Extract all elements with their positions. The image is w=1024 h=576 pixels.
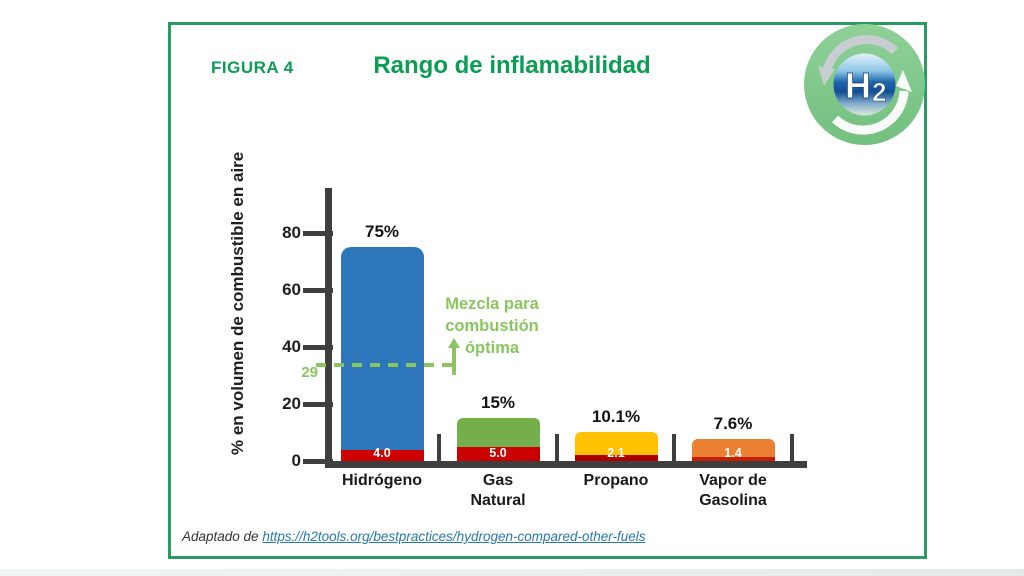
y-axis-tick-label: 40 (282, 337, 301, 356)
logo-sphere (833, 53, 896, 116)
logo-h2-subscript: 2 (872, 77, 886, 107)
bar-lower-limit-value: 2.1 (607, 446, 625, 460)
y-axis-tick-label: 60 (282, 280, 301, 299)
recycle-arrow-gray-head-icon (818, 66, 835, 86)
figure-number-label: FIGURA 4 (211, 58, 294, 77)
bar-upper-limit-label: 10.1% (591, 407, 641, 427)
bar-category-label: Propano (583, 472, 649, 489)
recycle-arrow-white-icon (831, 90, 909, 135)
bar-flammability-range (691, 439, 775, 461)
figure-border-box (168, 22, 927, 559)
y-axis-tick-mark (303, 231, 333, 236)
bar-category-label: Vapor de Gasolina (699, 472, 767, 509)
optimal-mixture-annotation: Mezcla para combustión óptima (432, 293, 552, 359)
y-axis-tick-mark (303, 402, 333, 407)
bar-upper-limit-label: 7.6% (713, 414, 753, 434)
bar-upper-limit-label: 15% (480, 393, 516, 413)
y-axis-tick-mark (303, 459, 333, 464)
optimal-mixture-arrow-line (452, 347, 456, 375)
x-axis-separator-tick (790, 434, 794, 461)
bar-category-label: Gas Natural (470, 472, 526, 509)
source-line: Adaptado de https://h2tools.org/bestprac… (182, 529, 646, 544)
optimal-mixture-annotation-line: Mezcla para (445, 295, 539, 313)
bar-lower-limit (691, 457, 775, 461)
x-axis-separator-tick (437, 434, 441, 461)
optimal-mixture-annotation-line: óptima (464, 339, 520, 357)
x-axis-separator-tick (672, 434, 676, 461)
bottom-edge-strip (0, 569, 1024, 576)
y-axis-tick-label: 20 (282, 394, 301, 413)
bar-upper-limit-label: 75% (364, 222, 400, 242)
y-axis-label: % en volumen de combustible en aire (228, 151, 247, 455)
bar-lower-limit (574, 455, 658, 461)
x-axis-separator-tick (555, 434, 559, 461)
bar-lower-limit-value: 4.0 (373, 446, 391, 460)
h2-logo: H 2 (804, 24, 925, 145)
x-axis-baseline (325, 461, 807, 468)
optimal-mixture-dashed-line (316, 363, 452, 368)
optimal-mixture-arrowhead-icon (448, 338, 460, 348)
optimal-mixture-annotation-line: combustión (445, 317, 539, 335)
bar-lower-limit-value: 5.0 (489, 446, 507, 460)
optimal-mixture-value: 29 (301, 364, 318, 381)
bar-flammability-range (340, 247, 424, 461)
bar-category-label: Hidrógeno (342, 472, 422, 489)
y-axis-tick-label: 80 (282, 223, 301, 242)
y-axis-tick-label: 0 (291, 451, 301, 470)
bar-lower-limit-value: 1.4 (724, 446, 742, 460)
source-link[interactable]: https://h2tools.org/bestpractices/hydrog… (262, 529, 646, 544)
bar-lower-limit (456, 446, 540, 461)
logo-h2-text: H (845, 65, 871, 106)
y-axis-line (325, 188, 332, 468)
chart-title: Rango de inflamabilidad (373, 52, 651, 79)
y-axis-tick-mark (303, 345, 333, 350)
y-axis-tick-mark (303, 288, 333, 293)
recycle-arrow-white-head-icon (896, 70, 912, 92)
source-prefix: Adaptado de (182, 529, 263, 544)
bar-lower-limit (340, 449, 424, 461)
recycle-arrow-gray-icon (822, 35, 899, 72)
